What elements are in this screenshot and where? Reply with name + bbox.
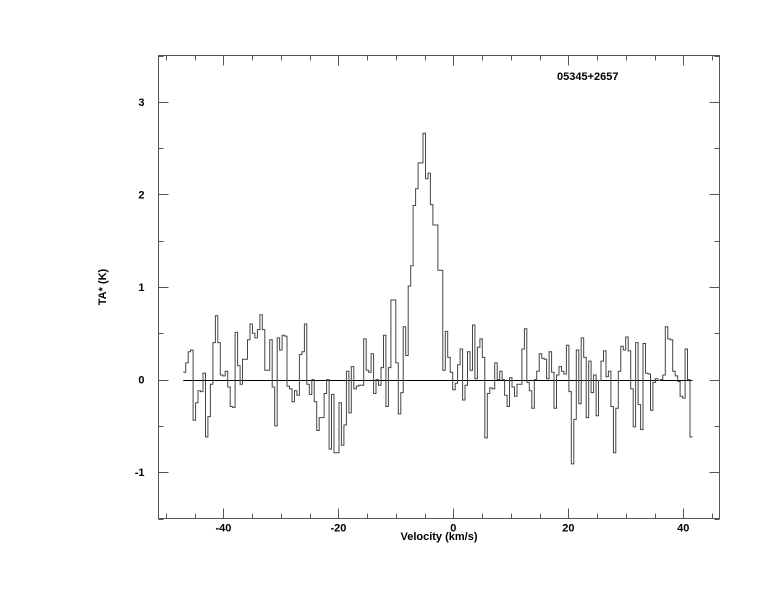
x-tick-label: 0 [450, 523, 456, 535]
plot-frame [158, 55, 720, 519]
axis-ticks [158, 55, 720, 520]
spectrum-line [183, 132, 693, 465]
y-tick-label: 0 [138, 375, 144, 387]
y-tick-label: -1 [135, 467, 145, 479]
x-tick-label: 20 [562, 523, 574, 535]
source-label: 05345+2657 [557, 71, 618, 83]
x-tick-label: -40 [215, 523, 231, 535]
y-tick-label: 1 [138, 282, 144, 294]
y-tick-label: 3 [138, 97, 144, 109]
y-tick-label: 2 [138, 189, 144, 201]
y-axis-label: TA* (K) [97, 268, 109, 305]
x-tick-label: -20 [330, 523, 346, 535]
x-tick-label: 40 [677, 523, 689, 535]
tick-labels: -40 -20 0 20 40 -1 0 1 2 3 [135, 97, 690, 535]
x-axis-label: Velocity (km/s) [400, 531, 477, 543]
